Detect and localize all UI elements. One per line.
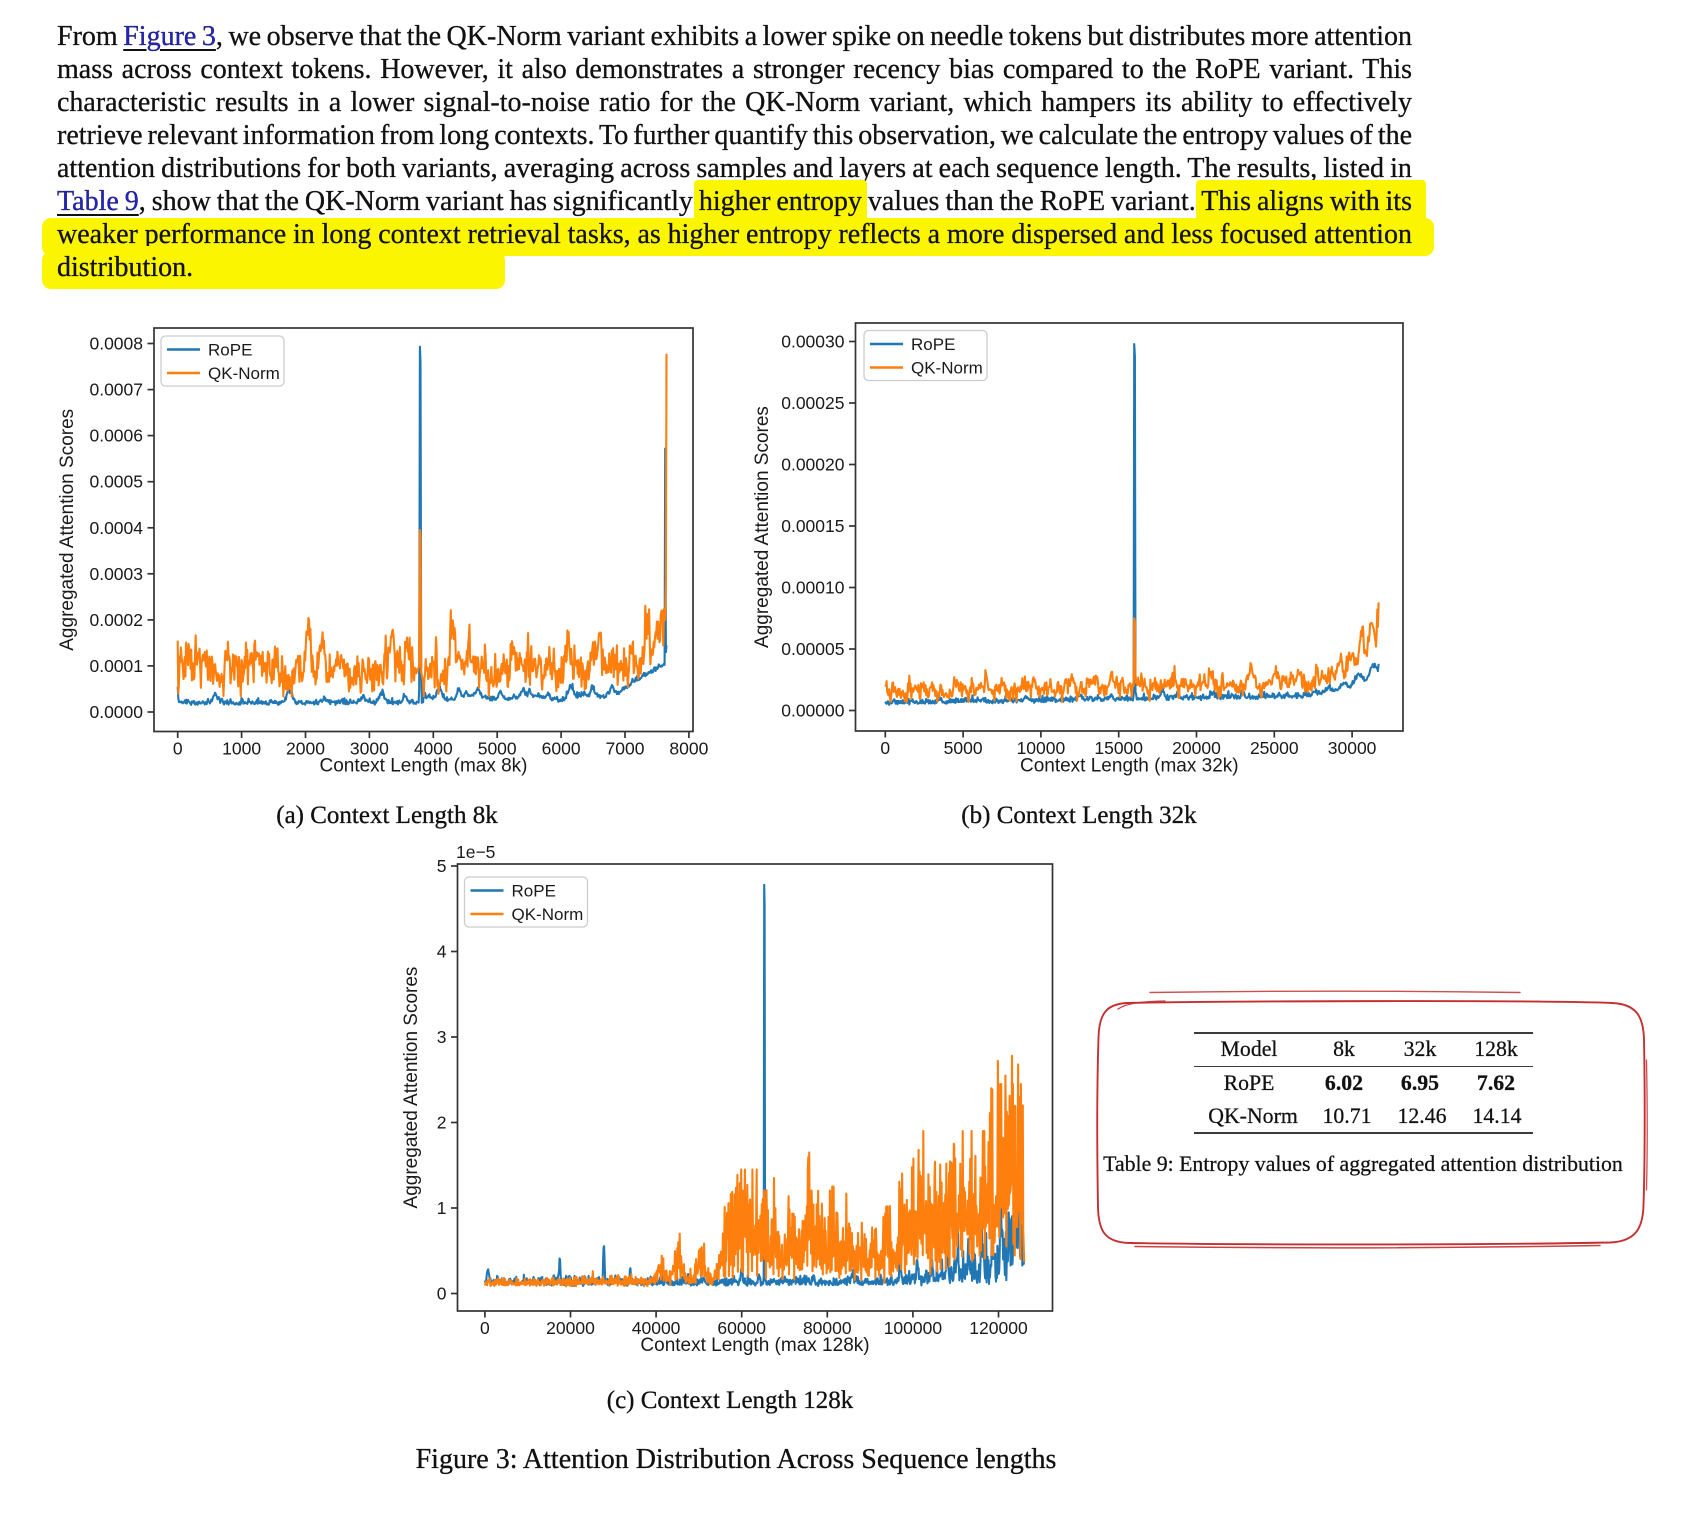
svg-text:3000: 3000 xyxy=(350,739,389,759)
svg-text:Context Length (max 128k): Context Length (max 128k) xyxy=(640,1335,869,1356)
svg-text:25000: 25000 xyxy=(1250,738,1299,758)
svg-text:RoPE: RoPE xyxy=(512,882,556,901)
svg-text:0.00030: 0.00030 xyxy=(781,332,845,352)
svg-text:RoPE: RoPE xyxy=(911,335,955,354)
svg-text:0.00025: 0.00025 xyxy=(781,393,844,413)
svg-text:RoPE: RoPE xyxy=(208,341,252,360)
svg-text:Aggregated Attention Scores: Aggregated Attention Scores xyxy=(57,409,78,651)
svg-text:0.0000: 0.0000 xyxy=(89,702,143,722)
svg-text:0.0004: 0.0004 xyxy=(89,518,143,538)
svg-text:1: 1 xyxy=(437,1198,447,1218)
svg-text:0.00015: 0.00015 xyxy=(781,516,844,536)
svg-text:0.00010: 0.00010 xyxy=(781,578,845,598)
svg-text:Aggregated Attention Scores: Aggregated Attention Scores xyxy=(401,967,422,1209)
svg-text:5000: 5000 xyxy=(478,739,517,759)
svg-text:7000: 7000 xyxy=(606,739,645,759)
svg-text:0.0007: 0.0007 xyxy=(89,380,143,400)
svg-text:1000: 1000 xyxy=(222,739,261,759)
svg-text:0.0008: 0.0008 xyxy=(89,334,143,354)
svg-text:0.0002: 0.0002 xyxy=(89,610,143,630)
svg-text:4000: 4000 xyxy=(414,739,453,759)
svg-text:Context Length (max 32k): Context Length (max 32k) xyxy=(1020,756,1239,777)
svg-text:QK-Norm: QK-Norm xyxy=(911,359,983,378)
svg-text:0.0005: 0.0005 xyxy=(89,472,143,492)
svg-text:0.0001: 0.0001 xyxy=(89,656,143,676)
svg-text:20000: 20000 xyxy=(546,1318,595,1338)
svg-text:20000: 20000 xyxy=(1172,738,1221,758)
svg-text:2: 2 xyxy=(437,1113,447,1133)
svg-text:Aggregated Attention Scores: Aggregated Attention Scores xyxy=(752,406,773,648)
svg-text:5: 5 xyxy=(437,856,447,876)
svg-text:100000: 100000 xyxy=(884,1318,943,1338)
svg-text:0.00020: 0.00020 xyxy=(781,455,845,475)
svg-text:10000: 10000 xyxy=(1017,738,1066,758)
svg-text:5000: 5000 xyxy=(944,738,983,758)
svg-text:0: 0 xyxy=(480,1318,490,1338)
svg-text:0.0003: 0.0003 xyxy=(89,564,143,584)
svg-text:0.00005: 0.00005 xyxy=(781,639,844,659)
svg-text:QK-Norm: QK-Norm xyxy=(208,364,280,383)
svg-text:0: 0 xyxy=(437,1284,447,1304)
svg-text:6000: 6000 xyxy=(542,739,581,759)
svg-text:0.0006: 0.0006 xyxy=(89,426,143,446)
svg-text:30000: 30000 xyxy=(1328,738,1377,758)
svg-text:80000: 80000 xyxy=(803,1318,852,1338)
svg-text:40000: 40000 xyxy=(632,1318,681,1338)
svg-text:Context Length (max 8k): Context Length (max 8k) xyxy=(319,756,527,777)
svg-text:60000: 60000 xyxy=(717,1318,766,1338)
svg-text:3: 3 xyxy=(437,1027,447,1047)
svg-text:15000: 15000 xyxy=(1094,738,1143,758)
svg-text:120000: 120000 xyxy=(969,1318,1028,1338)
svg-text:8000: 8000 xyxy=(669,739,708,759)
svg-text:0: 0 xyxy=(173,739,183,759)
svg-text:1e−5: 1e−5 xyxy=(456,842,495,862)
svg-text:0: 0 xyxy=(880,738,890,758)
svg-text:QK-Norm: QK-Norm xyxy=(512,905,584,924)
svg-text:4: 4 xyxy=(437,942,447,962)
svg-text:0.00000: 0.00000 xyxy=(781,701,845,721)
svg-text:2000: 2000 xyxy=(286,739,325,759)
